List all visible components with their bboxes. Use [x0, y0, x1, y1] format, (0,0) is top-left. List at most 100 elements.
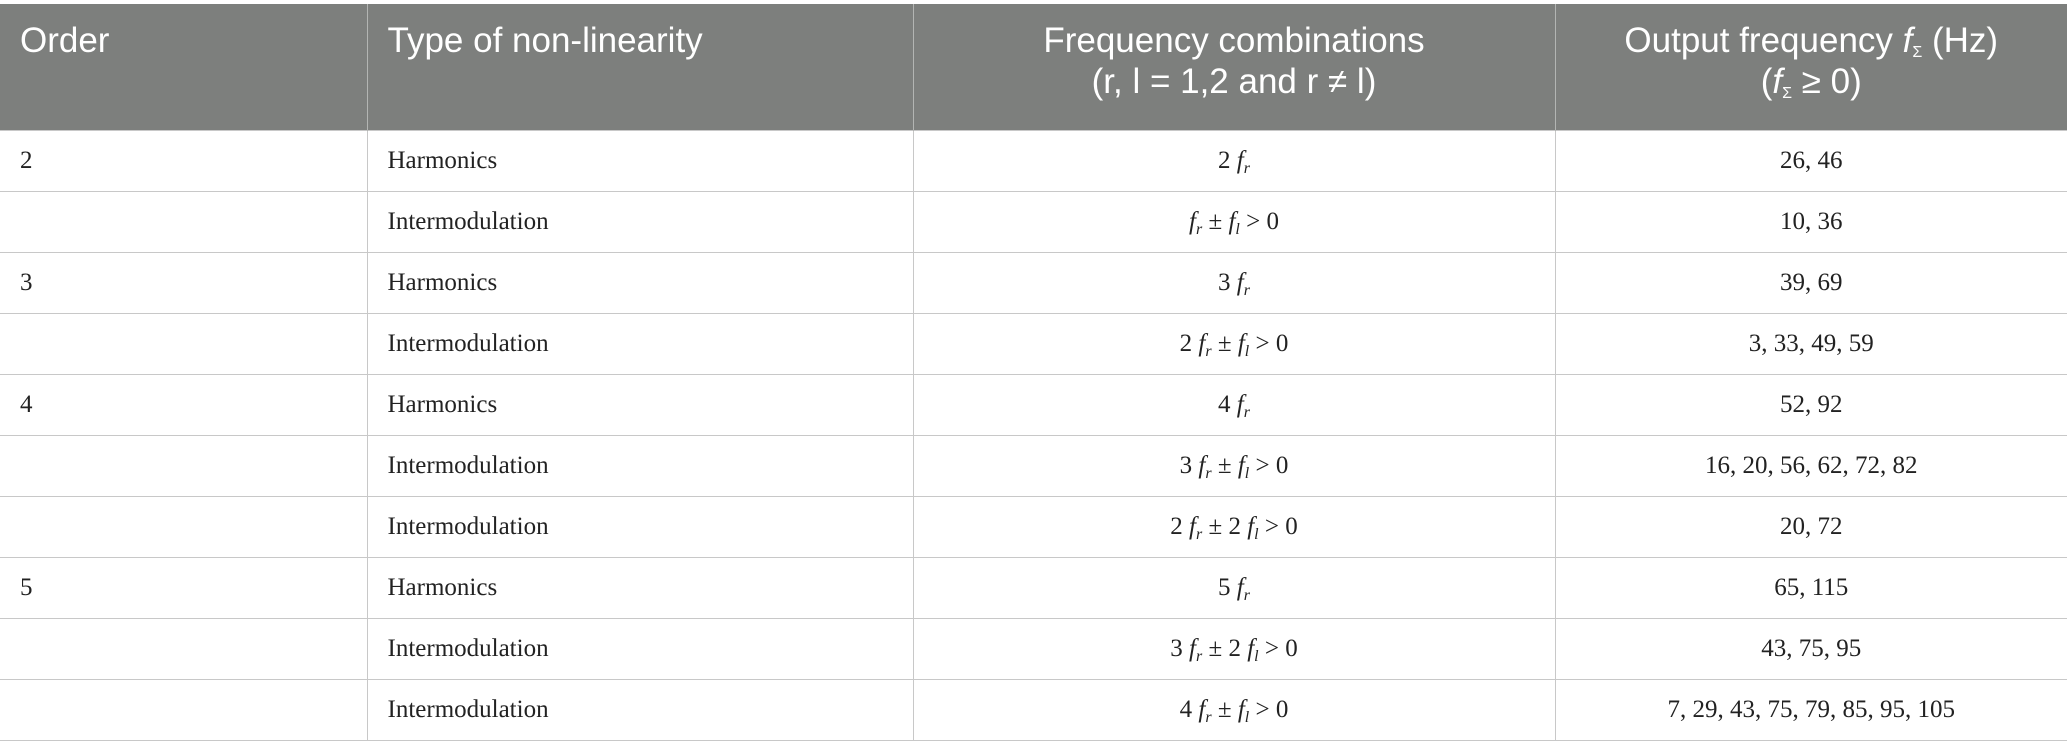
symbol-f: f [1189, 513, 1196, 540]
order-cell: 2 [0, 130, 368, 192]
condition: > 0 [1258, 635, 1298, 662]
table-row: 5 Harmonics 5 fr 65, 115 [0, 557, 2067, 619]
output-frequency-cell: 16, 20, 56, 62, 72, 82 [1555, 435, 2067, 497]
coef-1: 3 [1170, 635, 1190, 662]
operator: ± [1202, 208, 1229, 235]
header-output-line1: Output frequency fΣ (Hz) [1624, 21, 1999, 61]
subscript-r: r [1243, 282, 1250, 299]
output-frequency-cell: 39, 69 [1555, 252, 2067, 314]
type-cell: Intermodulation [367, 496, 914, 558]
subscript-l: l [1244, 709, 1250, 726]
frequency-combination-cell: fr ± fl > 0 [913, 191, 1556, 253]
condition: > 0 [1249, 696, 1289, 723]
symbol-f: f [1247, 513, 1255, 540]
table-row: Intermodulation fr ± fl > 0 10, 36 [0, 191, 2067, 253]
order-cell [0, 679, 368, 741]
coef-2: 2 [1228, 513, 1248, 540]
table-row: 4 Harmonics 4 fr 52, 92 [0, 374, 2067, 436]
output-frequency-cell: 26, 46 [1555, 130, 2067, 192]
header-output-sub: Σ [1912, 44, 1923, 61]
subscript-r: r [1195, 648, 1203, 665]
table-header: Order Type of non-linearity Frequency co… [0, 4, 2067, 131]
order-cell [0, 618, 368, 680]
symbol-f: f [1228, 208, 1236, 235]
operator: ± [1211, 330, 1238, 357]
operator: ± [1202, 513, 1229, 540]
type-cell: Harmonics [367, 130, 914, 192]
frequency-combination-cell: 5 fr [913, 557, 1556, 619]
coef-1: 4 [1179, 696, 1199, 723]
order-cell: 5 [0, 557, 368, 619]
subscript-r: r [1205, 465, 1212, 482]
header-frequency-line2: (r, l = 1,2 and r ≠ l) [1091, 62, 1377, 101]
type-cell: Intermodulation [367, 618, 914, 680]
condition: > 0 [1239, 208, 1279, 235]
frequency-combination-cell: 2 fr [913, 130, 1556, 192]
symbol-f: f [1189, 635, 1196, 662]
table-row: 3 Harmonics 3 fr 39, 69 [0, 252, 2067, 314]
header-output-line2-pre: ( [1760, 62, 1773, 101]
subscript-l: l [1244, 465, 1250, 482]
table-row: Intermodulation 3 fr ± 2 fl > 0 43, 75, 95 [0, 618, 2067, 680]
subscript-r: r [1243, 160, 1250, 177]
symbol-f: f [1236, 574, 1244, 601]
symbol-f: f [1198, 330, 1206, 357]
table-row: Intermodulation 2 fr ± 2 fl > 0 20, 72 [0, 496, 2067, 558]
coef-2: 2 [1228, 635, 1248, 662]
header-row: Order Type of non-linearity Frequency co… [0, 4, 2067, 131]
table-row: Intermodulation 2 fr ± fl > 0 3, 33, 49, 5… [0, 313, 2067, 375]
coef-1: 2 [1170, 513, 1190, 540]
frequency-combination-cell: 3 fr [913, 252, 1556, 314]
symbol-f: f [1237, 452, 1245, 479]
frequency-combination-cell: 2 fr ± fl > 0 [913, 313, 1556, 375]
output-frequency-cell: 65, 115 [1555, 557, 2067, 619]
coef-1: 3 [1218, 269, 1237, 296]
symbol-f: f [1236, 147, 1244, 174]
order-cell [0, 496, 368, 558]
coef-1: 2 [1179, 330, 1199, 357]
header-output-frequency: Output frequency fΣ (Hz) (fΣ ≥ 0) [1555, 4, 2067, 131]
symbol-f: f [1237, 330, 1245, 357]
operator: ± [1211, 452, 1238, 479]
operator: ± [1211, 696, 1238, 723]
subscript-r: r [1243, 404, 1250, 421]
condition: > 0 [1249, 452, 1289, 479]
subscript-l: l [1254, 526, 1259, 543]
coef-1: 2 [1218, 147, 1237, 174]
type-cell: Harmonics [367, 557, 914, 619]
header-output-line2-post: ≥ 0) [1792, 62, 1862, 101]
operator: ± [1202, 635, 1229, 662]
header-output-post: (Hz) [1922, 21, 1999, 60]
order-cell [0, 313, 368, 375]
header-order: Order [0, 4, 368, 131]
type-cell: Harmonics [367, 374, 914, 436]
subscript-r: r [1195, 221, 1203, 238]
symbol-f: f [1198, 452, 1206, 479]
frequency-combination-cell: 4 fr ± fl > 0 [913, 679, 1556, 741]
type-cell: Intermodulation [367, 191, 914, 253]
order-cell [0, 435, 368, 497]
header-type-of-non-linearity: Type of non-linearity [367, 4, 914, 131]
symbol-f: f [1189, 208, 1196, 235]
order-cell: 3 [0, 252, 368, 314]
subscript-r: r [1205, 343, 1212, 360]
table-row: Intermodulation 3 fr ± fl > 0 16, 20, 56, … [0, 435, 2067, 497]
order-cell [0, 191, 368, 253]
header-output-line2-sub: Σ [1782, 85, 1792, 102]
header-frequency-line1: Frequency combinations [1043, 21, 1425, 60]
type-cell: Harmonics [367, 252, 914, 314]
frequency-combination-cell: 3 fr ± 2 fl > 0 [913, 618, 1556, 680]
output-frequency-cell: 10, 36 [1555, 191, 2067, 253]
output-frequency-cell: 20, 72 [1555, 496, 2067, 558]
type-cell: Intermodulation [367, 313, 914, 375]
symbol-f: f [1236, 269, 1244, 296]
output-frequency-cell: 52, 92 [1555, 374, 2067, 436]
table-body: 2 Harmonics 2 fr 26, 46 Intermodulation fr ± … [0, 130, 2067, 741]
header-frequency-combinations: Frequency combinations (r, l = 1,2 and r… [913, 4, 1556, 131]
subscript-l: l [1254, 648, 1259, 665]
header-output-symbol: f [1902, 21, 1913, 60]
table-row: 2 Harmonics 2 fr 26, 46 [0, 130, 2067, 192]
frequency-combination-cell: 3 fr ± fl > 0 [913, 435, 1556, 497]
frequency-combination-cell: 4 fr [913, 374, 1556, 436]
